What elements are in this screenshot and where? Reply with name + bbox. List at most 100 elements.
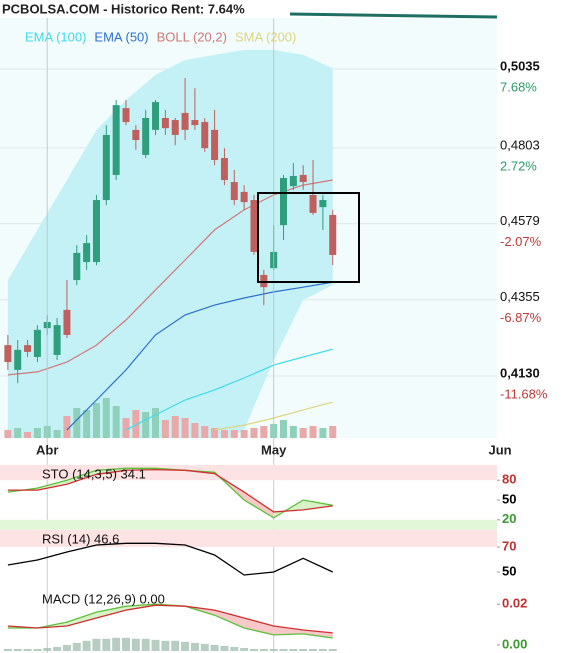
candle-body <box>280 178 288 226</box>
volume-bar <box>24 432 32 438</box>
histogram-bar <box>43 647 52 651</box>
overlay-line <box>66 281 333 431</box>
histogram-bar <box>240 647 249 651</box>
volume-bar <box>191 423 199 438</box>
candle-body <box>4 345 12 363</box>
histogram-bar <box>318 648 327 651</box>
histogram-bar <box>62 644 71 651</box>
cross-fill <box>273 625 304 635</box>
y-tick-label: 0,5035 <box>500 59 540 74</box>
cross-fill <box>244 492 274 518</box>
histogram-bar <box>92 638 101 651</box>
candle-body <box>24 345 32 352</box>
cross-fill <box>96 606 127 619</box>
volume-bar <box>280 420 288 438</box>
histogram-bar <box>289 648 298 651</box>
volume-bar <box>53 430 61 438</box>
volume-bar <box>250 428 258 438</box>
histogram-bar <box>82 640 91 651</box>
x-tick-label: May <box>261 442 287 457</box>
candle-body <box>181 112 189 130</box>
candle-body <box>92 200 100 263</box>
volume-bar <box>73 408 81 438</box>
candle-body <box>142 118 150 155</box>
histogram-bar <box>181 641 190 651</box>
candle-body <box>309 194 317 213</box>
y-change-label: 7.68% <box>500 80 537 95</box>
candle-body <box>220 158 228 181</box>
y-tick-label: 50 <box>502 491 516 506</box>
volume-bar <box>319 428 327 438</box>
histogram-bar <box>102 638 111 651</box>
panel-title: RSI (14) 46.6 <box>42 531 119 546</box>
volume-bar <box>230 430 238 438</box>
candle-body <box>201 122 209 149</box>
histogram-bar <box>230 646 239 651</box>
volume-bar <box>299 428 307 438</box>
histogram-bar <box>131 638 140 651</box>
volume-bar <box>142 412 150 438</box>
y-tick-label: 0,4803 <box>500 137 540 152</box>
candle-body <box>112 105 120 175</box>
highlight-box <box>257 192 360 283</box>
y-tick-label: 20 <box>502 511 516 526</box>
histogram-bar <box>269 648 278 651</box>
y-tick-label: 0,4579 <box>500 213 540 228</box>
volume-bar <box>211 428 219 438</box>
bollinger-band <box>7 49 333 438</box>
y-change-label: -11.68% <box>500 386 548 401</box>
histogram-bar <box>328 648 337 651</box>
candle-body <box>83 243 91 263</box>
candle-body <box>240 191 248 203</box>
candle-body <box>230 182 238 201</box>
indicator-panel: 70 50 RSI (14) 46.6 <box>0 530 516 578</box>
candle-body <box>122 108 130 123</box>
y-change-label: -6.87% <box>500 310 542 325</box>
volume-bar <box>152 408 160 438</box>
volume-bar <box>171 416 179 438</box>
indicator-panel: 80 50 20 STO (14,3,5) 34.1 <box>0 465 516 530</box>
legend-entry: EMA (50) <box>94 29 148 44</box>
histogram-bar <box>200 643 209 651</box>
y-tick-label: 0.02 <box>502 596 527 611</box>
histogram-bar <box>72 642 81 651</box>
volume-bar <box>122 418 130 438</box>
candle-body <box>73 252 81 281</box>
cross-fill <box>244 618 274 635</box>
cross-fill <box>66 612 97 626</box>
indicator-line <box>7 542 333 576</box>
indicator-line <box>7 468 333 513</box>
candle-body <box>152 102 160 130</box>
candle-body <box>53 325 61 355</box>
histogram-bar <box>299 648 308 651</box>
candle-body <box>33 329 41 357</box>
volume-bar <box>329 426 337 438</box>
volume-bar <box>112 406 120 438</box>
histogram-bar <box>33 648 42 651</box>
histogram-bar <box>23 648 32 651</box>
volume-bar <box>83 410 91 438</box>
histogram-bar <box>190 642 199 651</box>
volume-bar <box>63 416 71 438</box>
candle-body <box>250 200 258 252</box>
histogram-bar <box>3 648 12 651</box>
y-tick-label: 0.00 <box>502 636 527 651</box>
volume-bar <box>260 426 268 438</box>
histogram-bar <box>161 640 170 651</box>
volume-bar <box>161 420 169 438</box>
cross-fill <box>303 500 333 510</box>
price-panel <box>0 49 497 438</box>
indicator-line <box>7 604 333 634</box>
candle-body <box>161 118 169 129</box>
volume-bar <box>132 410 140 438</box>
histogram-bar <box>141 638 150 651</box>
indicator-panel: 0.02 0.00 MACD (12,26,9) 0.00 <box>3 591 527 651</box>
x-tick-label: Jun <box>489 442 512 457</box>
panel-title: STO (14,3,5) 34.1 <box>42 466 146 481</box>
candle-body <box>211 129 219 161</box>
volume-bar <box>14 428 22 438</box>
volume-bar <box>102 398 110 438</box>
histogram-bar <box>279 648 288 651</box>
overlay-line <box>125 348 333 431</box>
